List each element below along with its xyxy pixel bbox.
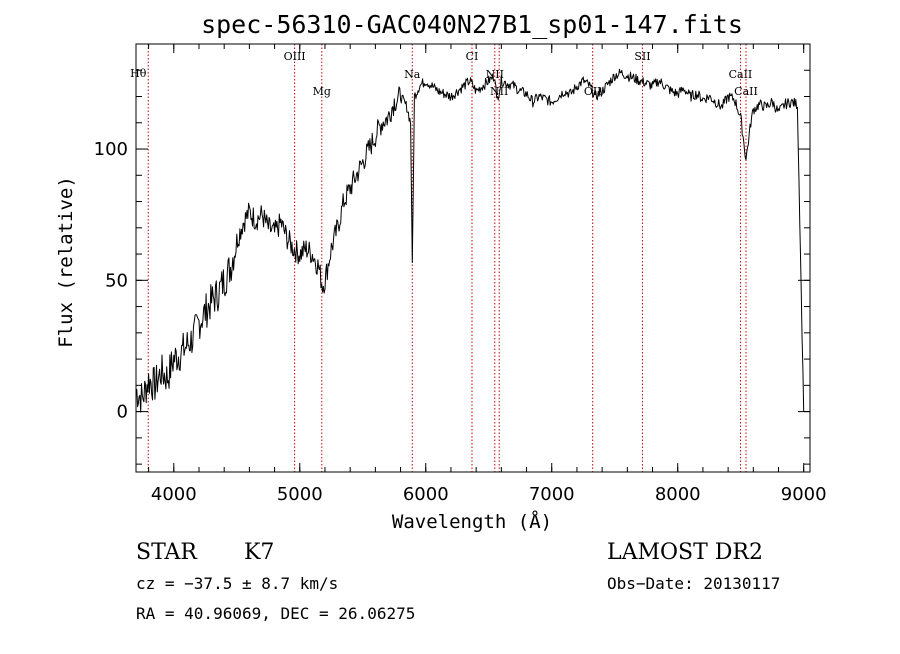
spectral-line-label: Na xyxy=(404,68,421,81)
object-class: STAR xyxy=(136,540,198,565)
object-subclass: K7 xyxy=(244,540,274,565)
redshift-velocity: cz = −37.5 ± 8.7 km/s xyxy=(136,574,338,593)
coordinates: RA = 40.96069, DEC = 26.06275 xyxy=(136,604,415,623)
x-tick-label: 7000 xyxy=(529,484,575,505)
spectral-line-label: OIII xyxy=(284,50,306,63)
y-tick-label: 0 xyxy=(117,402,128,423)
x-tick-label: 8000 xyxy=(655,484,701,505)
chart-title: spec-56310-GAC040N27B1_sp01-147.fits xyxy=(201,10,743,39)
spectral-line-label: CaII xyxy=(734,85,758,98)
spectral-line-label: NII xyxy=(490,85,508,98)
x-tick-label: 5000 xyxy=(277,484,323,505)
spectral-line-label: SII xyxy=(634,50,650,63)
spectrum-line xyxy=(135,68,805,413)
spectral-line-label: CI xyxy=(466,50,479,63)
x-tick-label: 9000 xyxy=(781,484,827,505)
observation-date: Obs−Date: 20130117 xyxy=(607,574,780,593)
x-axis-label: Wavelength (Å) xyxy=(392,510,552,533)
x-tick-label: 6000 xyxy=(403,484,449,505)
spectral-line-label: CaII xyxy=(729,68,753,81)
survey-name: LAMOST DR2 xyxy=(607,540,763,565)
plot-frame xyxy=(135,43,811,473)
y-tick-label: 50 xyxy=(105,270,128,291)
spectral-line-label: Hθ xyxy=(130,67,147,80)
y-tick-label: 100 xyxy=(94,139,128,160)
x-tick-label: 4000 xyxy=(151,484,197,505)
spectral-line-label: Mg xyxy=(313,85,331,98)
y-axis-label: Flux (relative) xyxy=(55,176,77,348)
